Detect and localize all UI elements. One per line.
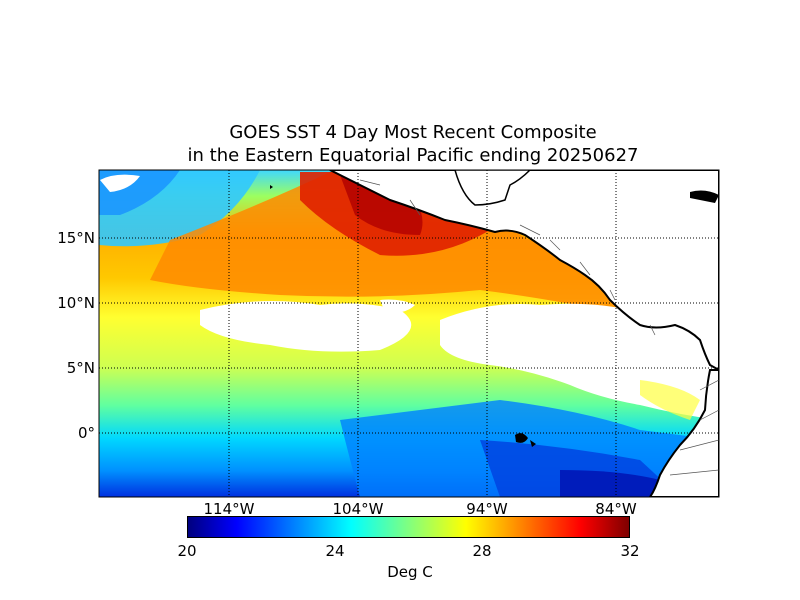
colorbar-tick-28: 28 [472,542,492,560]
colorbar-label: Deg C [387,563,433,581]
colorbar-tick-32: 32 [620,542,640,560]
map-title-line2: in the Eastern Equatorial Pacific ending… [187,145,639,166]
lat-label-5n: 5°N [66,359,95,377]
lon-label-114w: 114°W [203,500,255,518]
map-frame [98,169,720,498]
graticule [99,170,719,497]
colorbar-tick-20: 20 [177,542,197,560]
lat-label-0: 0° [77,424,95,442]
colorbar-tick-24: 24 [325,542,345,560]
map-title-line1: GOES SST 4 Day Most Recent Composite [229,122,597,143]
sst-field [99,170,719,497]
lat-label-15n: 15°N [57,229,95,247]
lat-label-10n: 10°N [57,294,95,312]
lon-label-94w: 94°W [466,500,508,518]
lon-label-84w: 84°W [595,500,637,518]
lon-label-104w: 104°W [332,500,384,518]
colorbar [187,516,630,538]
